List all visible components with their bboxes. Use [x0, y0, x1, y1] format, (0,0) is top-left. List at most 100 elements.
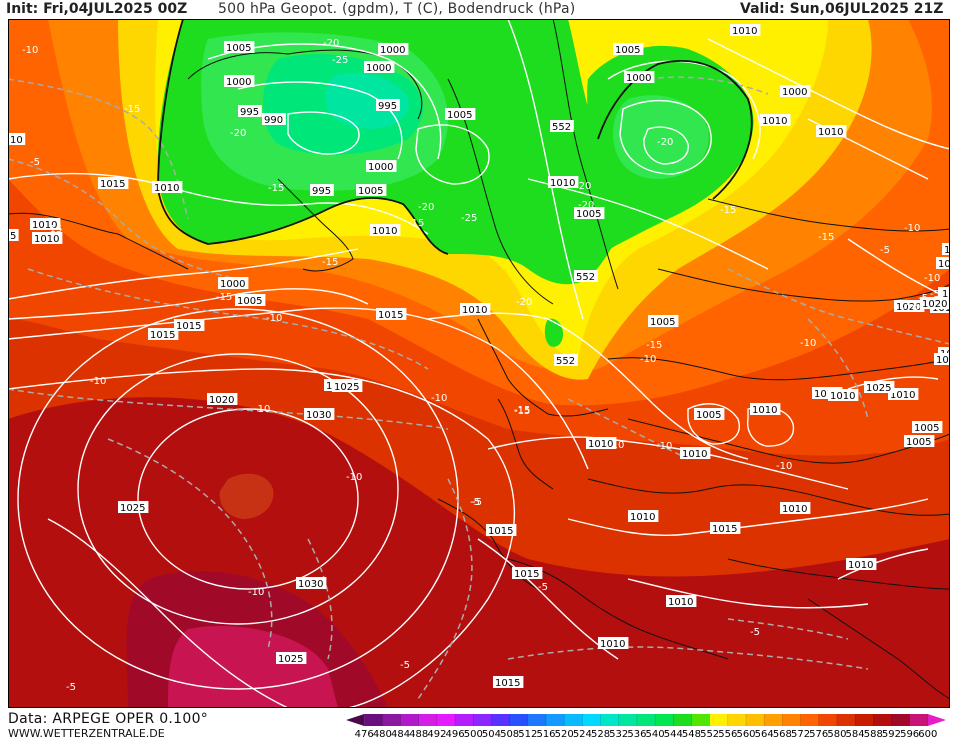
temperature-labels: -10 -15 -5 -20 -25 -20 -20 -15 -20 -15 -20 -20 -25 -1… — [22, 38, 940, 693]
isobar-label-text: 1025 — [120, 503, 145, 514]
geopotential-label-text: 552 — [556, 356, 575, 367]
legend-swatch — [473, 714, 492, 726]
isotherm-label: -10 — [266, 313, 282, 324]
legend-swatch — [491, 714, 511, 726]
isotherm-label-text: -10 — [904, 223, 920, 234]
isotherm-label: -10 — [924, 273, 940, 284]
legend-label: 576 — [809, 729, 828, 740]
isobars — [8, 19, 950, 708]
isotherm-label: -15 — [268, 183, 284, 194]
isotherm-label-text: -15 — [216, 292, 232, 303]
geopotential-label: 552 — [574, 270, 598, 283]
isobar-label: 1000 — [364, 61, 395, 74]
isobar-label-text: 1000 — [368, 162, 393, 173]
legend-label: 476 — [355, 729, 374, 740]
isobar-label-text: 1025 — [278, 654, 303, 665]
isotherm-label: -20 — [418, 202, 434, 213]
isobar-label: 1015 — [486, 524, 517, 537]
isotherm-label-text: -15 — [514, 406, 530, 417]
legend-swatch — [618, 714, 638, 726]
map-frame — [8, 19, 950, 708]
isobar-label-text: 1000 — [220, 279, 245, 290]
isobar-label: 1015 — [174, 319, 205, 332]
legend-label: 548 — [682, 729, 701, 740]
isobar-label: 1025 — [118, 501, 149, 514]
isotherm-label: -5 — [66, 682, 76, 693]
isobar-label-text: 1010 — [372, 226, 397, 237]
legend-label: 484 — [391, 729, 410, 740]
isobar-label-text: 1005 — [650, 317, 675, 328]
isobar-label: 1005 — [445, 108, 476, 121]
isotherm-label-text: -15 — [818, 232, 834, 243]
valid-time: Valid: Sun,06JUL2025 21Z — [740, 1, 944, 17]
legend-swatch — [364, 714, 383, 726]
isotherm-label-text: -5 — [472, 497, 482, 508]
isotherm-label: -20 — [323, 38, 339, 49]
isobar-label: 1005 — [648, 315, 679, 328]
isobar-label-text: 1010 — [830, 391, 855, 402]
isobar-label: 1030 — [304, 408, 335, 421]
isobar-label: 1010 — [32, 232, 63, 245]
isobar-label: 995 — [310, 184, 334, 197]
legend-swatch — [691, 714, 711, 726]
legend-label: 572 — [791, 729, 810, 740]
isobar-label: 1010 — [888, 388, 919, 401]
geopotential-labels: 552 552 552 — [550, 120, 598, 367]
isobar-label: 1010 — [666, 595, 697, 608]
isotherm-label: -25 — [461, 213, 477, 224]
isobar-label-text: 1010 — [814, 389, 839, 400]
isotherm-label: -20 — [578, 200, 594, 211]
isobar-label: 1010 — [628, 510, 659, 523]
isotherm-label: -15 — [46, 224, 62, 235]
legend-label: 504 — [482, 729, 501, 740]
isobar-label-text: 1000 — [366, 63, 391, 74]
isobar-label: 1010 — [780, 502, 811, 515]
isotherm-label: -10 — [776, 461, 792, 472]
isotherm-label-text: -20 — [323, 38, 339, 49]
isotherm-label-text: -20 — [657, 137, 673, 148]
isobar-label: 1010 — [828, 389, 859, 402]
legend-label: 560 — [736, 729, 755, 740]
legend-swatch — [564, 714, 583, 726]
isotherm-label-text: -10 — [656, 441, 672, 452]
isobar-label: 1000 — [224, 75, 255, 88]
edge-left-label-text: 5 — [10, 231, 16, 242]
isobar-label: 1030 — [296, 577, 327, 590]
legend-swatch — [800, 714, 820, 726]
isobar-label: 1005 — [904, 435, 935, 448]
isotherm-label-text: -10 — [902, 303, 918, 314]
isobar-label: 1005 — [613, 43, 644, 56]
isobar-label-text: 1005 — [615, 45, 640, 56]
isobar-label: 1010 — [760, 114, 791, 127]
isobar-label-text: 995 — [312, 186, 331, 197]
isotherm-label-text: -5 — [400, 660, 410, 671]
isobar-label: 1010 — [598, 637, 629, 650]
isotherm-label-text: -15 — [124, 104, 140, 115]
isotherm-label: -10 — [254, 404, 270, 415]
isobar-label: 1005 — [912, 421, 943, 434]
isotherm-label: -15 — [514, 405, 530, 416]
legend-swatch — [782, 714, 802, 726]
isobar-label: 1010 — [370, 224, 401, 237]
isotherm-label-text: -20 — [418, 202, 434, 213]
isobar-label-text: 1000 — [380, 45, 405, 56]
isotherm-label: -10 — [248, 587, 264, 598]
isobar-label-text: 1025 — [334, 382, 359, 393]
isobar-label-text: 1015 — [150, 330, 175, 341]
isobar-label-text: 1010 — [938, 259, 950, 270]
isobar-label-text: 1010 — [32, 220, 57, 231]
isobar-label: 1015 — [512, 567, 543, 580]
legend-swatch — [455, 714, 474, 726]
isobar-label-text: 1015 — [495, 678, 520, 689]
isotherm-label-text: -15 — [720, 205, 736, 216]
legend-label: 588 — [864, 729, 883, 740]
coastlines — [8, 19, 950, 700]
isobar-label: 1015 — [148, 328, 179, 341]
isotherm-label-text: -5 — [66, 682, 76, 693]
isobar-label-text: 1010 — [682, 449, 707, 460]
isobar-label-text: 1015 — [488, 526, 513, 537]
isobar-label-text: 1010 — [818, 127, 843, 138]
isotherm-label-text: -5 — [750, 627, 760, 638]
legend-swatch — [546, 714, 565, 726]
